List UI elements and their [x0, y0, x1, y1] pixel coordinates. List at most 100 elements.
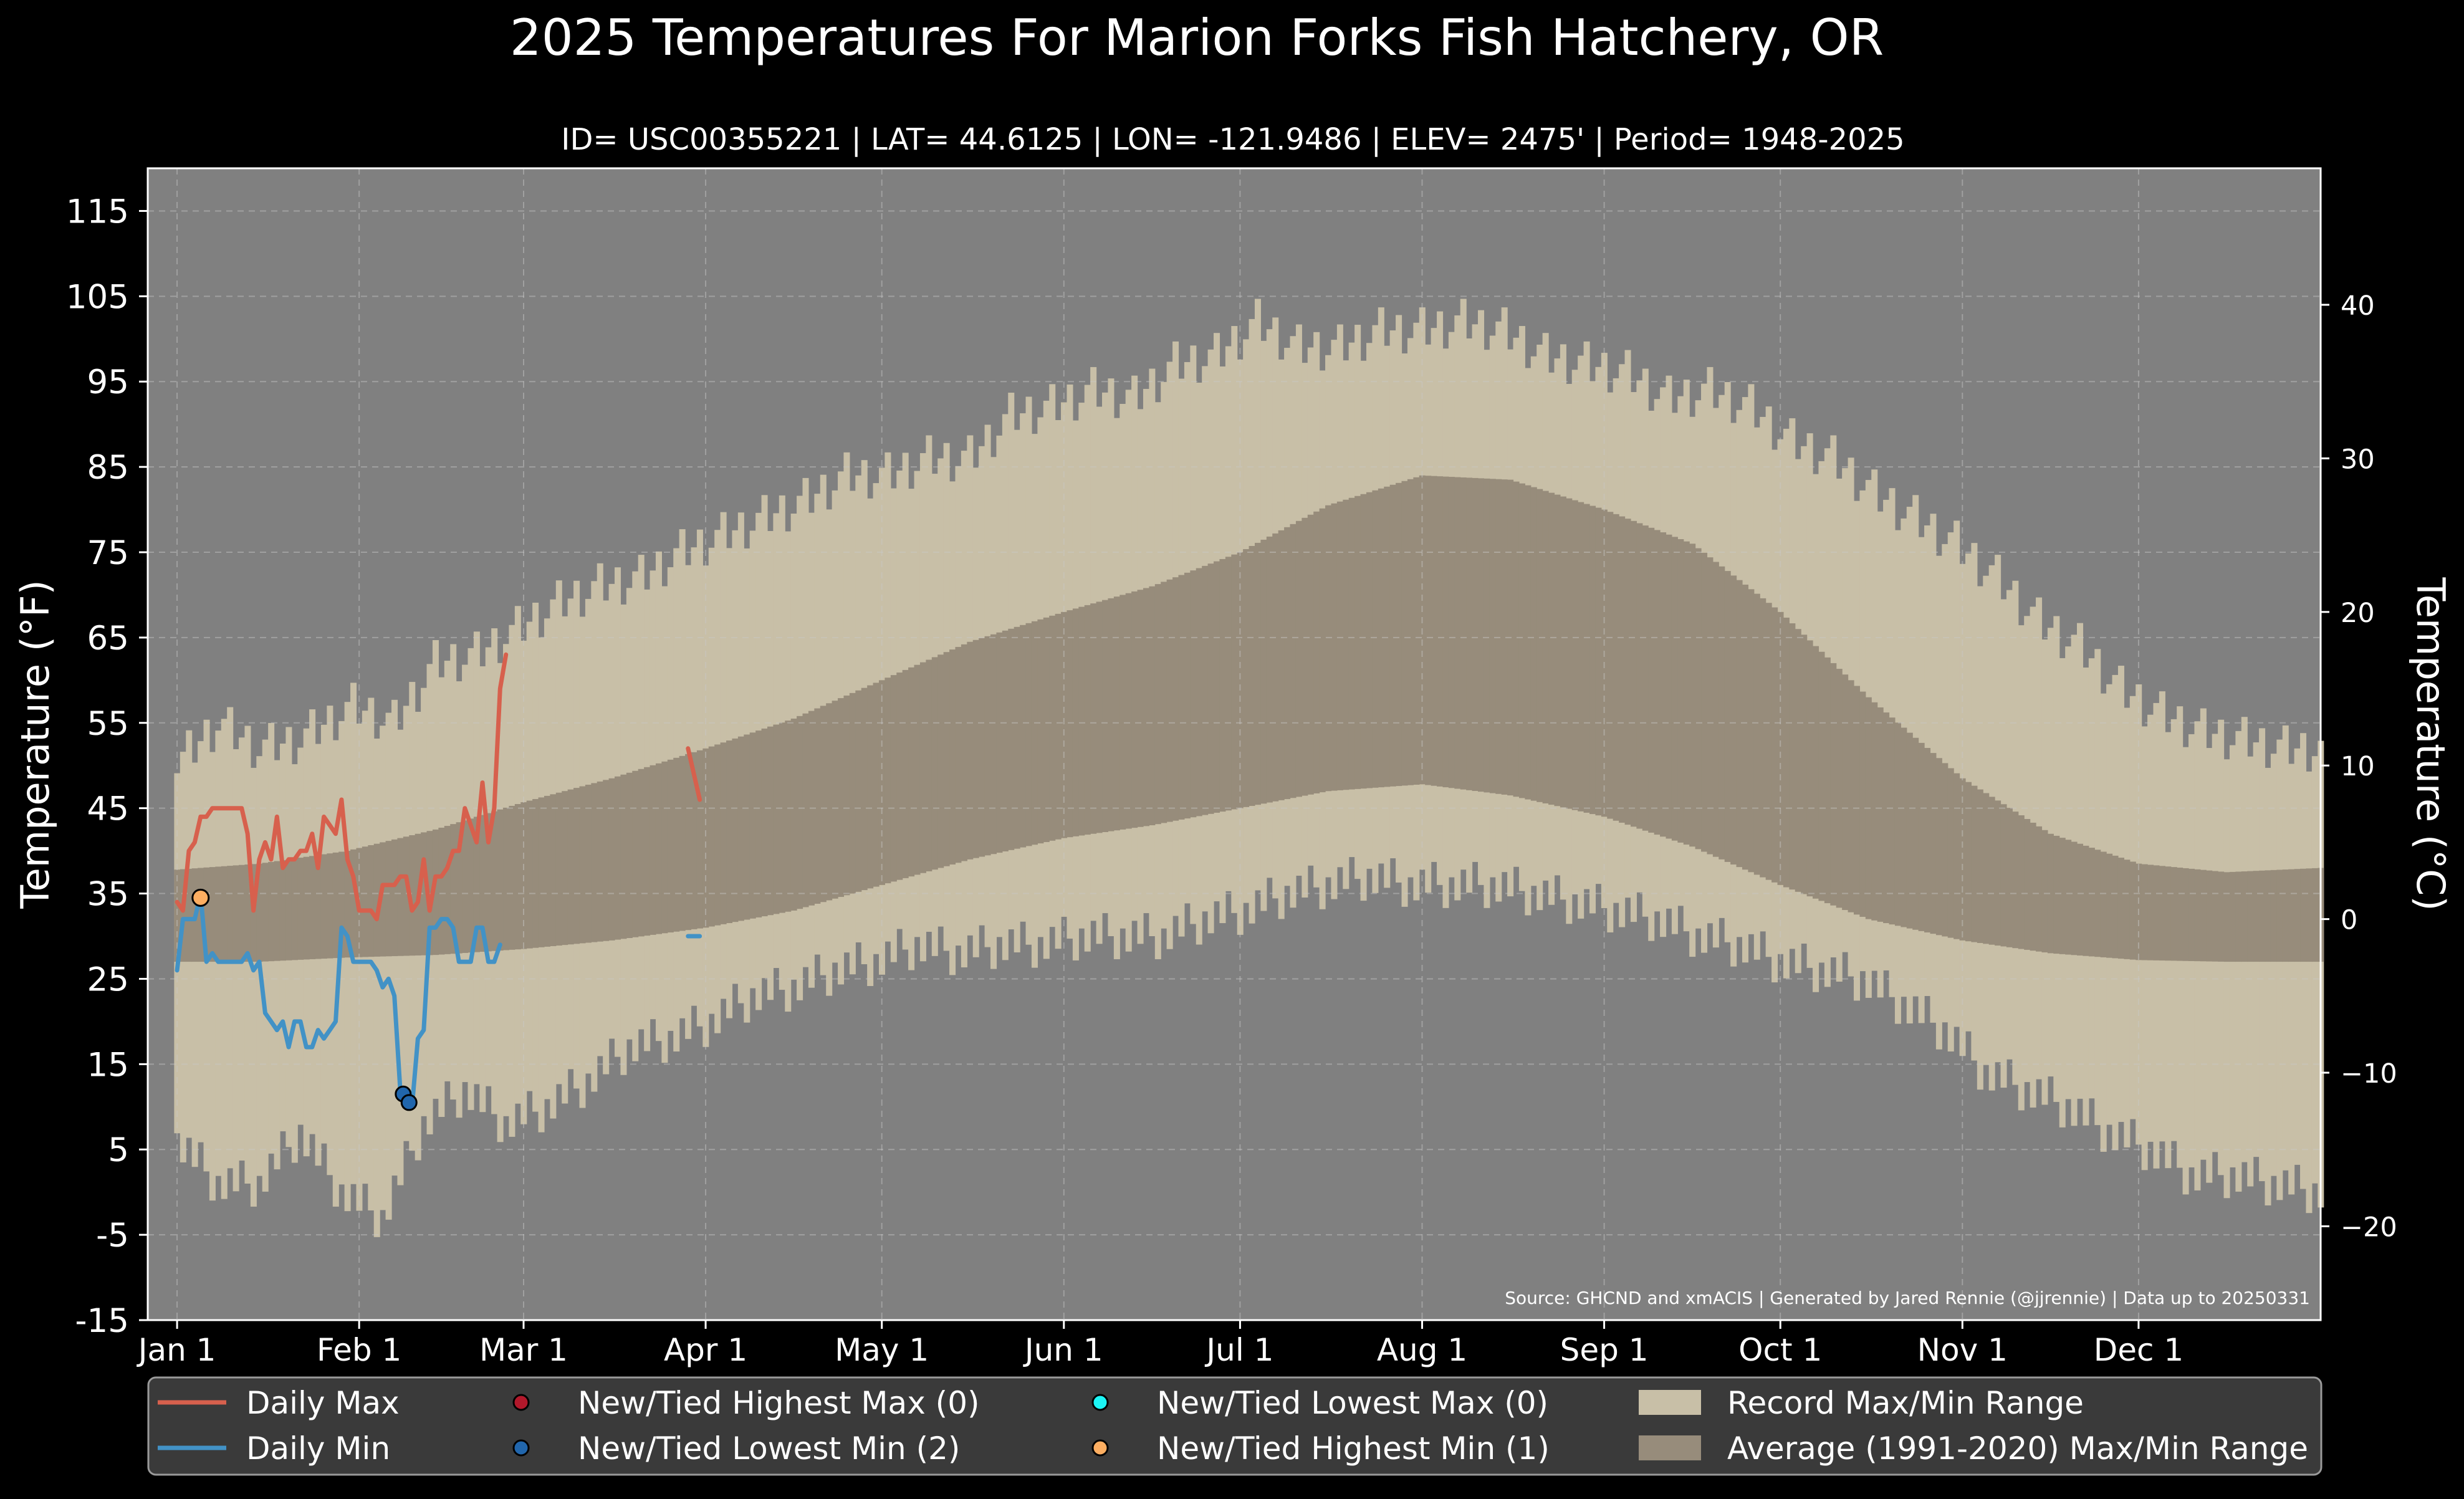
normal-range-bar [802, 713, 809, 908]
normal-range-bar [667, 759, 674, 933]
normal-range-bar [867, 685, 874, 889]
normal-range-bar [1084, 605, 1091, 835]
normal-range-bar [1061, 611, 1068, 838]
normal-range-bar [1119, 595, 1126, 830]
normal-range-bar [714, 744, 721, 926]
normal-range-bar [1607, 512, 1614, 819]
normal-range-bar [755, 730, 762, 917]
normal-range-bar [180, 869, 186, 962]
normal-range-bar [890, 675, 897, 882]
y-tick-label-right: −20 [2341, 1212, 2397, 1243]
legend-box [147, 1376, 2323, 1476]
normal-range-bar [209, 867, 216, 962]
normal-range-bar [1813, 646, 1819, 899]
normal-range-bar [849, 692, 856, 894]
record-range-bar [209, 752, 216, 1201]
legend-marker-swatch [512, 1439, 530, 1457]
normal-range-bar [1542, 491, 1549, 803]
normal-range-bar [720, 742, 727, 924]
normal-range-bar [626, 772, 633, 938]
normal-range-bar [1695, 548, 1702, 850]
normal-range-bar [826, 703, 833, 901]
normal-range-bar [303, 856, 310, 960]
daily-max-line [175, 652, 509, 922]
normal-range-bar [790, 718, 797, 911]
legend-marker-swatch [512, 1394, 530, 1411]
normal-range-bar [1343, 499, 1349, 790]
normal-range-bar [2071, 841, 2078, 955]
normal-range-bar [1654, 530, 1661, 835]
y-tick-label-left: 75 [87, 534, 129, 572]
normal-range-bar [2136, 863, 2142, 960]
normal-range-bar [2141, 864, 2148, 960]
normal-range-bar [338, 851, 345, 958]
normal-range-bar [1771, 607, 1778, 883]
normal-range-bar [1448, 477, 1455, 788]
normal-range-bar [2288, 869, 2295, 962]
normal-range-bar [1396, 482, 1402, 787]
x-tick-label: Feb 1 [317, 1332, 401, 1368]
normal-range-bar [1260, 539, 1267, 804]
normal-range-bar [1712, 562, 1719, 857]
legend-label: New/Tied Highest Min (1) [1157, 1430, 1550, 1467]
normal-range-bar [603, 780, 610, 941]
normal-range-bar [1401, 481, 1408, 786]
normal-range-bar [285, 859, 292, 960]
normal-range-bar [708, 746, 715, 927]
y-tick-label-left: 5 [108, 1131, 129, 1169]
normal-range-bar [1484, 478, 1490, 793]
x-tick-label: Jul 1 [1204, 1332, 1273, 1368]
source-note: Source: GHCND and xmACIS | Generated by … [1505, 1288, 2310, 1308]
normal-range-bar [2300, 868, 2307, 962]
normal-range-bar [644, 767, 651, 936]
normal-range-bar [1906, 732, 1913, 929]
y-tick-label-left: 85 [87, 449, 129, 487]
normal-range-bar [673, 757, 680, 932]
record-range-bar [232, 749, 239, 1192]
normal-range-bar [1589, 505, 1596, 815]
normal-range-bar [373, 843, 380, 957]
normal-range-bar [1319, 508, 1326, 793]
normal-range-bar [691, 752, 697, 929]
normal-range-bar [2218, 871, 2225, 962]
normal-range-bar [1918, 742, 1925, 931]
normal-range-bar [1243, 548, 1250, 807]
y-tick-label-left: -5 [96, 1217, 129, 1255]
normal-range-bar [737, 736, 744, 921]
normal-range-bar [1912, 737, 1919, 930]
normal-range-bar [1830, 663, 1837, 906]
y-tick-label-left: 35 [87, 876, 129, 914]
normal-range-bar [526, 800, 533, 949]
normal-range-bar [1049, 615, 1056, 841]
normal-range-bar [1325, 505, 1332, 792]
normal-range-bar [931, 657, 938, 870]
normal-range-bar [1419, 475, 1426, 785]
new-highest-min-marker [191, 888, 210, 907]
x-tick-label: Apr 1 [664, 1332, 747, 1368]
record-range-bar [2223, 759, 2230, 1199]
normal-range-bar [2129, 861, 2136, 960]
normal-range-bar [2047, 833, 2054, 954]
normal-range-bar [462, 820, 469, 953]
record-range-bar [2311, 756, 2318, 1184]
x-tick-label: Mar 1 [479, 1332, 568, 1368]
normal-range-bar [2012, 812, 2019, 949]
normal-range-bar [1777, 611, 1784, 885]
record-range-bar [397, 729, 404, 1185]
y-tick-label-right: 0 [2341, 905, 2357, 936]
normal-range-bar [638, 769, 645, 937]
normal-range-bar [773, 724, 780, 914]
legend-label: New/Tied Highest Max (0) [578, 1385, 980, 1421]
normal-range-bar [438, 827, 445, 955]
normal-range-bar [532, 798, 539, 948]
normal-range-bar [1795, 629, 1801, 892]
normal-range-bar [1707, 557, 1714, 855]
normal-range-bar [1853, 686, 1860, 915]
daily-min-line [175, 891, 502, 1109]
normal-range-bar [2188, 868, 2195, 961]
normal-range-bar [1178, 575, 1185, 820]
legend-patch-swatch [1639, 1435, 1701, 1460]
normal-range-bar [1736, 580, 1743, 868]
normal-range-bar [1859, 691, 1866, 917]
normal-range-bar [702, 748, 709, 928]
